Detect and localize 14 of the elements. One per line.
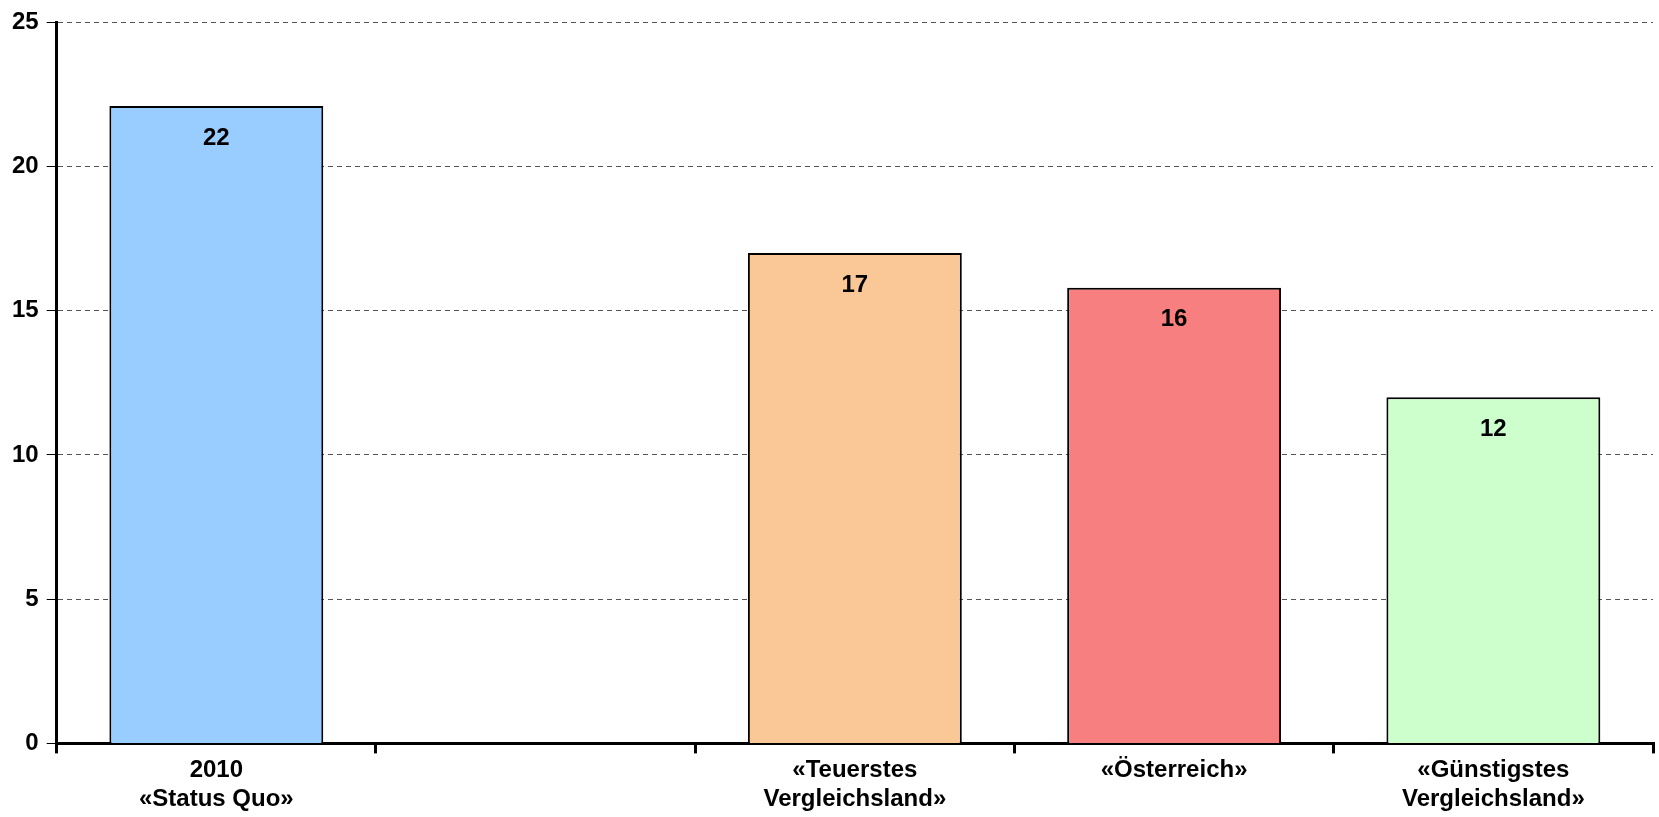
y-tick-label: 0 <box>25 728 39 756</box>
y-tick-label: 20 <box>11 151 39 179</box>
y-tick-label: 25 <box>11 7 39 35</box>
data-label: 16 <box>1160 304 1188 332</box>
x-tick-label: «Österreich» <box>1100 755 1248 783</box>
data-label: 12 <box>1480 413 1507 441</box>
y-tick-label: 15 <box>11 295 39 323</box>
y-tick-label: 5 <box>25 583 39 611</box>
data-label: 22 <box>202 122 230 150</box>
x-tick-label: «Günstigstes Vergleichsland» <box>1401 755 1585 812</box>
x-tick-label: «Teuerstes Vergleichsland» <box>763 755 947 812</box>
x-tick-label: 2010 «Status Quo» <box>138 755 294 812</box>
y-tick-label: 10 <box>11 439 39 467</box>
data-label: 17 <box>841 269 869 297</box>
